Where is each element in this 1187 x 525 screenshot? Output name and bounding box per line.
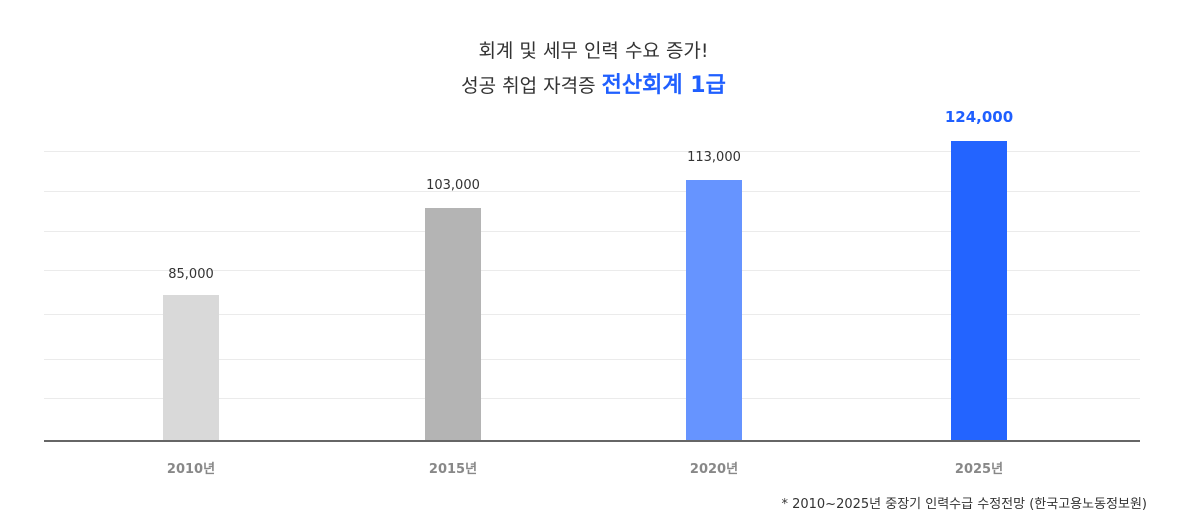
source-footnote: * 2010~2025년 중장기 인력수급 수정전망 (한국고용노동정보원): [781, 497, 1147, 512]
gridline: [44, 191, 1140, 192]
x-axis-label-2020: 2020년: [689, 462, 739, 477]
x-axis-label-2010: 2010년: [166, 462, 216, 477]
gridline: [44, 151, 1140, 152]
gridline: [44, 398, 1140, 399]
x-axis-label-2025: 2025년: [954, 462, 1004, 477]
bar-2020: [686, 180, 742, 441]
bar-chart-plot: 85,000 103,000 113,000 124,000: [44, 0, 1140, 442]
bar-2025: [951, 141, 1007, 441]
bar-2015: [425, 208, 481, 441]
title-highlight: 전산회계 1급: [601, 73, 726, 98]
x-axis-line: [44, 440, 1140, 442]
bar-value-label-2010: 85,000: [168, 267, 214, 282]
gridline: [44, 231, 1140, 232]
title-prefix: 성공 취업 자격증: [461, 75, 602, 97]
gridline: [44, 314, 1140, 315]
bar-value-label-2015: 103,000: [426, 178, 480, 193]
chart-title-line2: 성공 취업 자격증 전산회계 1급: [0, 70, 1187, 102]
gridline: [44, 270, 1140, 271]
bar-2010: [163, 295, 219, 441]
x-axis-label-2015: 2015년: [428, 462, 478, 477]
chart-title-line1: 회계 및 세무 인력 수요 증가!: [478, 40, 709, 62]
bar-value-label-2020: 113,000: [687, 150, 741, 165]
gridline: [44, 359, 1140, 360]
bar-value-label-2025: 124,000: [944, 108, 1014, 126]
